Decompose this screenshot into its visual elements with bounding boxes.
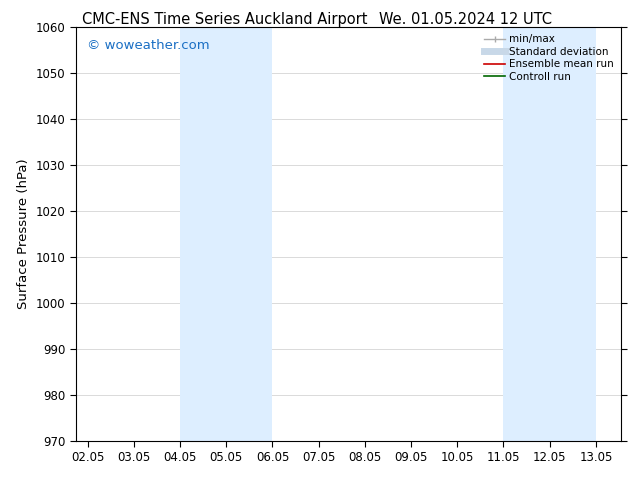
- Text: We. 01.05.2024 12 UTC: We. 01.05.2024 12 UTC: [378, 12, 552, 27]
- Y-axis label: Surface Pressure (hPa): Surface Pressure (hPa): [17, 159, 30, 309]
- Text: CMC-ENS Time Series Auckland Airport: CMC-ENS Time Series Auckland Airport: [82, 12, 368, 27]
- Text: © woweather.com: © woweather.com: [87, 39, 210, 52]
- Bar: [180, 27, 273, 441]
- Bar: [503, 27, 596, 441]
- Legend: min/max, Standard deviation, Ensemble mean run, Controll run: min/max, Standard deviation, Ensemble me…: [480, 30, 618, 86]
